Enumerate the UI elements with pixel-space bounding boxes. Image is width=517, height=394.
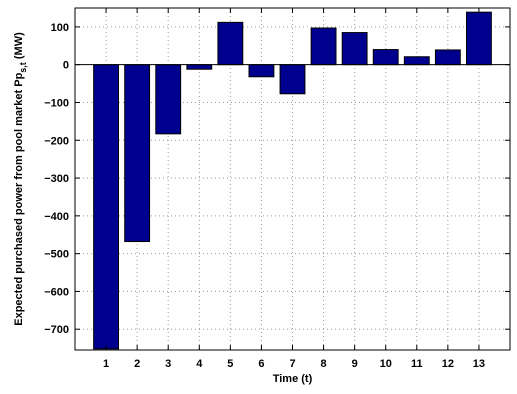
x-axis-title: Time (t)	[273, 373, 313, 385]
bar-1	[93, 64, 120, 350]
y-axis-title-unit: (MW)	[13, 32, 25, 62]
x-tick-label: 10	[380, 358, 392, 370]
x-tick-label: 4	[196, 358, 203, 370]
axis-ticks: 1 2 3 4 5 6 7 8 9 10 11 12 13−700−600−500−400−300−20…	[44, 8, 510, 370]
y-axis-title-subscript: s,t	[18, 62, 28, 73]
x-tick-label: 8	[321, 358, 327, 370]
x-tick-label: 9	[352, 358, 358, 370]
y-tick-label: 100	[51, 22, 69, 34]
y-tick-label: −500	[44, 249, 69, 261]
bar-10	[372, 49, 399, 66]
y-tick-label: −700	[44, 324, 69, 336]
y-tick-label: −200	[44, 135, 69, 147]
x-tick-label: 2	[134, 358, 140, 370]
bar-5	[217, 21, 244, 66]
y-axis-title-main: Expected purchased power from pool marke…	[13, 72, 25, 325]
y-tick-label: 0	[63, 60, 69, 72]
x-tick-label: 12	[442, 358, 454, 370]
bar-3	[155, 64, 182, 135]
x-tick-label: 6	[258, 358, 264, 370]
bar-2	[124, 64, 151, 243]
x-tick-label: 7	[289, 358, 295, 370]
bar-13	[466, 11, 492, 66]
bar-11	[403, 56, 430, 66]
bar-8	[310, 27, 337, 66]
y-tick-label: −300	[44, 173, 69, 185]
bar-12	[434, 49, 461, 66]
x-tick-label: 3	[165, 358, 171, 370]
bars	[93, 11, 492, 350]
x-tick-label: 13	[473, 358, 485, 370]
x-tick-label: 11	[411, 358, 423, 370]
bar-9	[341, 32, 368, 66]
y-tick-label: −600	[44, 286, 69, 298]
y-tick-label: −100	[44, 97, 69, 109]
x-tick-label: 5	[227, 358, 233, 370]
x-tick-label: 1	[103, 358, 109, 370]
bar-7	[279, 64, 306, 95]
bar-4	[186, 64, 213, 70]
y-axis-title: Expected purchased power from pool marke…	[13, 32, 28, 326]
bar-6	[248, 64, 275, 78]
y-tick-label: −400	[44, 211, 69, 223]
